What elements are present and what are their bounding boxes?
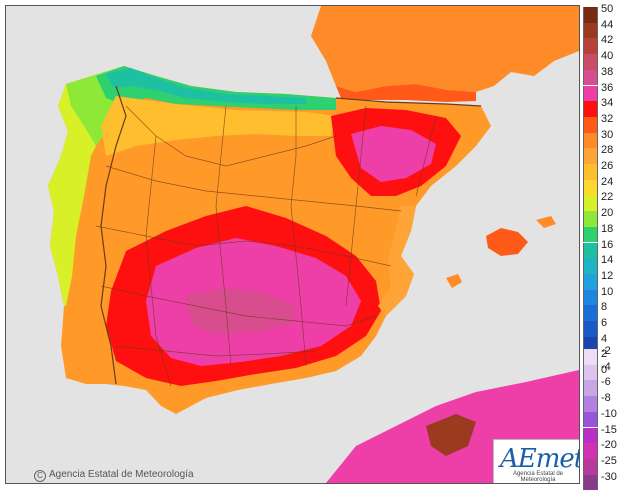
legend-upper-label: 2 <box>601 348 608 361</box>
copyright-label: C Agencia Estatal de Meteorología <box>34 469 194 482</box>
legend-upper-label: 42 <box>601 34 614 47</box>
legend-upper-swatch <box>583 195 598 212</box>
legend-lower-swatch <box>583 427 598 444</box>
legend-lower-label: -15 <box>601 423 617 436</box>
legend-lower-label: -8 <box>601 392 611 405</box>
legend-upper-swatch <box>583 132 598 149</box>
legend-lower-swatch <box>583 474 598 491</box>
legend-upper-swatch <box>583 38 598 55</box>
legend-upper-label: 34 <box>601 97 614 110</box>
legend-lower-label: -10 <box>601 407 617 420</box>
copyright-icon: C <box>34 470 46 482</box>
legend-upper-swatch <box>583 321 598 337</box>
ebro-valley-very-hot <box>351 126 436 182</box>
legend-upper-swatch <box>583 85 598 102</box>
legend-upper-swatch <box>583 305 598 321</box>
guadalquivir-hot-core <box>186 288 296 334</box>
france-landmass <box>311 6 579 92</box>
aemet-logo-subtitle: Agencia Estatal de Meteorología <box>512 471 564 483</box>
legend-upper-label: 36 <box>601 81 614 94</box>
legend-lower-label: -2 <box>601 345 611 357</box>
temperature-map: C Agencia Estatal de Meteorología AEmet A… <box>5 5 580 484</box>
legend-upper-label: 14 <box>601 254 614 267</box>
legend-upper-label: 16 <box>601 238 614 251</box>
legend-upper-label: 0 <box>601 364 608 377</box>
ibiza-island <box>446 274 462 288</box>
legend-upper-label: 44 <box>601 18 614 31</box>
legend-upper-swatch <box>583 242 598 259</box>
legend-upper-label: 18 <box>601 222 614 235</box>
legend-upper-label: 24 <box>601 175 614 188</box>
legend-upper-label: 8 <box>601 301 608 314</box>
temperature-legend: 50 44 42 40 38 36 34 32 30 28 26 24 22 20 18 16 14 12 10 8 6… <box>583 3 630 491</box>
france-pyrenees-zone <box>336 84 476 102</box>
legend-upper-swatch <box>583 116 598 133</box>
legend-lower-label: -4 <box>601 360 611 373</box>
legend-lower-swatch <box>583 411 598 428</box>
legend-upper-swatch <box>583 22 598 39</box>
legend-upper-label: 22 <box>601 191 614 204</box>
legend-lower-label: -30 <box>601 470 617 483</box>
legend-upper-label: 38 <box>601 65 614 78</box>
legend-upper-label: 40 <box>601 50 614 63</box>
legend-upper-label: 32 <box>601 112 614 125</box>
legend-upper-label: 50 <box>601 3 614 15</box>
legend-upper-label: 12 <box>601 269 614 282</box>
spain-france-border <box>335 97 482 107</box>
mallorca-island <box>486 228 528 256</box>
legend-lower-swatch <box>583 349 598 365</box>
legend-upper-label: 28 <box>601 144 614 157</box>
legend-upper-swatch <box>583 148 598 164</box>
map-canvas <box>6 6 579 483</box>
legend-upper-swatch <box>583 164 598 180</box>
levante-coast <box>378 206 416 316</box>
legend-upper-swatch <box>583 273 598 290</box>
atlas-relief <box>426 414 476 456</box>
north-plateau-warm <box>101 96 336 156</box>
copyright-text: Agencia Estatal de Meteorología <box>49 469 194 480</box>
legend-lower-swatch <box>583 364 598 381</box>
legend-upper-swatch <box>583 69 598 86</box>
legend-upper-label: 30 <box>601 128 614 141</box>
legend-upper-swatch <box>583 101 598 117</box>
legend-upper-label: 20 <box>601 207 614 220</box>
legend-upper-label: 6 <box>601 317 608 329</box>
legend-upper-swatch <box>583 54 598 70</box>
portugal-spain-border <box>100 85 127 385</box>
aemet-logo-mark: AEmet <box>500 444 580 474</box>
legend-upper-swatch <box>583 226 598 243</box>
legend-upper-swatch <box>583 7 598 23</box>
legend-lower-swatch <box>583 458 598 475</box>
legend-upper-label: 10 <box>601 285 614 298</box>
legend-lower-label: -25 <box>601 454 617 467</box>
legend-upper-label: 26 <box>601 160 614 172</box>
legend-upper-swatch <box>583 179 598 196</box>
menorca-island <box>536 216 556 228</box>
legend-upper-swatch <box>583 211 598 227</box>
legend-upper-swatch <box>583 258 598 274</box>
legend-lower-label: -20 <box>601 439 617 452</box>
legend-upper-swatch <box>583 289 598 306</box>
legend-upper-label: 4 <box>601 332 608 345</box>
legend-upper-swatch <box>583 336 598 353</box>
legend-lower-swatch <box>583 396 598 412</box>
legend-lower-swatch <box>583 380 598 397</box>
cantabrian-teal <box>106 68 306 104</box>
legend-lower-label: -6 <box>601 376 611 389</box>
province-borders <box>95 105 437 387</box>
aemet-logo: AEmet Agencia Estatal de Meteorología <box>493 439 580 483</box>
legend-lower-swatch <box>583 443 598 459</box>
